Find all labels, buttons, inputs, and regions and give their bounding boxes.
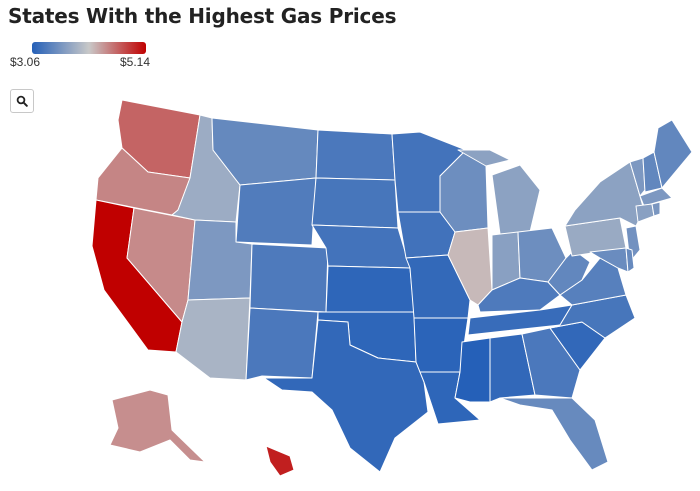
search-icon (16, 95, 28, 107)
state-al[interactable] (489, 333, 536, 403)
state-nd[interactable] (315, 129, 396, 181)
legend-max-label: $5.14 (120, 55, 151, 69)
state-sd[interactable] (311, 177, 399, 229)
state-mi[interactable] (491, 164, 541, 235)
states-layer (91, 99, 693, 477)
state-az[interactable] (175, 297, 251, 381)
state-ri[interactable] (651, 201, 661, 217)
state-ak[interactable] (109, 389, 206, 463)
state-ks[interactable] (325, 265, 415, 313)
state-de[interactable] (625, 247, 635, 273)
state-wy[interactable] (235, 177, 317, 246)
state-ga[interactable] (521, 327, 581, 399)
legend-gradient-bar (32, 42, 146, 54)
state-fl[interactable] (499, 397, 609, 471)
state-mi-upper[interactable] (457, 149, 511, 167)
state-ny[interactable] (564, 161, 645, 227)
state-md[interactable] (589, 247, 629, 273)
state-ar[interactable] (413, 317, 469, 373)
state-ma[interactable] (639, 187, 673, 207)
color-legend: $3.06 $5.14 (10, 40, 160, 74)
state-nm[interactable] (245, 307, 319, 381)
state-hi[interactable] (265, 445, 295, 477)
page-title: States With the Highest Gas Prices (8, 4, 397, 28)
zoom-button[interactable] (10, 89, 34, 113)
state-co[interactable] (249, 243, 329, 313)
legend-min-label: $3.06 (10, 55, 41, 69)
state-tx[interactable] (263, 319, 429, 473)
state-me[interactable] (653, 119, 693, 189)
state-ct[interactable] (635, 203, 655, 223)
state-wv[interactable] (547, 249, 591, 296)
